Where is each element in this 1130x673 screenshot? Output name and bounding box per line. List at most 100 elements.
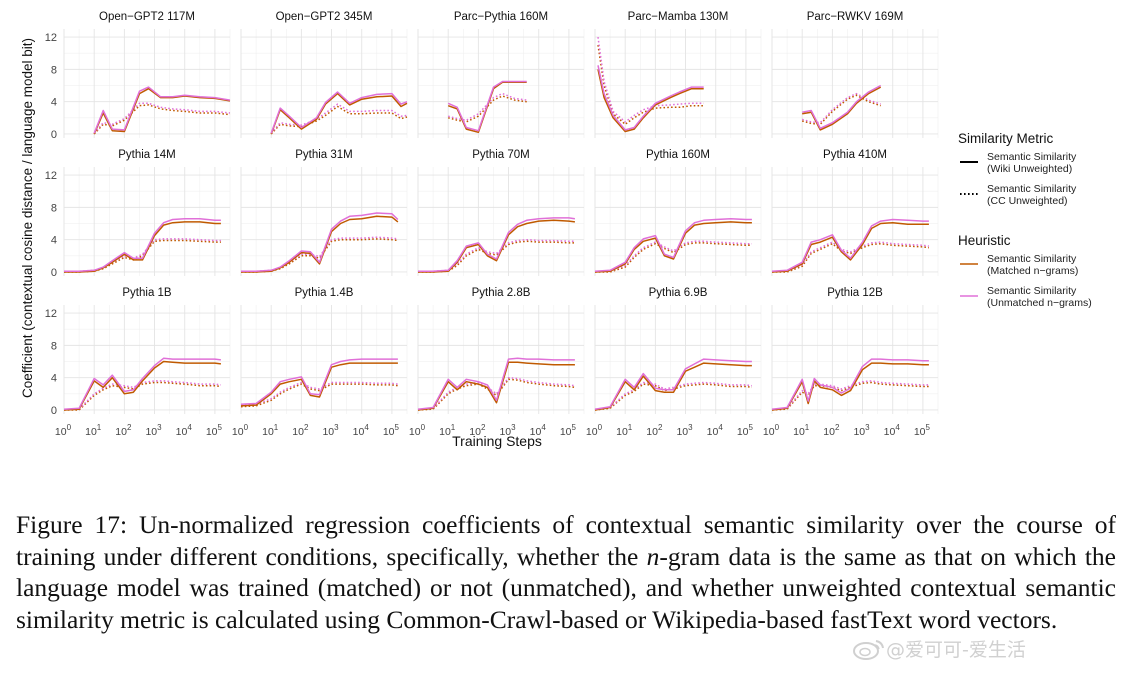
y-axis-label: Coefficient (contextual cosine distance …	[20, 38, 35, 398]
figure-caption: Figure 17: Un-normalized regression coef…	[16, 509, 1116, 635]
legend-label: Semantic Similarity	[987, 253, 1077, 265]
panel-title: Pythia 70M	[472, 149, 530, 161]
series-line-cc-matched	[240, 383, 398, 408]
x-tick-label: 104	[353, 423, 370, 438]
series-line-wiki-unmatched	[418, 217, 575, 272]
caption-text-after: -gram data is the same as that on which …	[16, 541, 1116, 634]
x-tick-label: 101	[793, 423, 810, 438]
series-line-wiki-matched	[270, 92, 408, 135]
panel-background	[418, 167, 584, 276]
x-tick-label: 101	[616, 423, 633, 438]
y-tick-label: 4	[51, 235, 57, 247]
caption-italic-n: n	[646, 541, 660, 571]
x-tick-label: 102	[823, 423, 840, 438]
series-line-cc-unmatched	[64, 380, 221, 410]
x-tick-label: 100	[409, 423, 426, 438]
panel-title: Pythia 14M	[118, 149, 176, 161]
x-tick-label: 102	[469, 423, 486, 438]
chart-figure: Open−GPT2 117M 0 4 8 12 Open−GPT2 345M Parc−Py…	[20, 11, 1092, 449]
series-line-wiki-matched	[594, 221, 752, 273]
series-line-wiki-matched	[63, 360, 221, 411]
series-line-wiki-matched	[241, 215, 399, 273]
x-tick-label: 105	[737, 423, 754, 438]
series-line-wiki-matched	[64, 221, 221, 273]
panel-background	[64, 167, 230, 276]
panel-background	[772, 167, 938, 276]
y-tick-label: 8	[51, 340, 57, 352]
x-tick-label: 104	[884, 423, 901, 438]
facet-panel: Pythia 70M	[417, 149, 585, 276]
series-line-wiki-unmatched	[417, 357, 575, 410]
series-line-wiki-matched	[771, 221, 929, 273]
panel-title: Parc−RWKV 169M	[807, 11, 904, 23]
series-line-cc-unmatched	[93, 102, 231, 134]
x-tick-label: 102	[646, 423, 663, 438]
series-line-cc-unmatched	[418, 238, 575, 272]
panel-title: Pythia 1B	[122, 287, 172, 299]
x-tick-label: 102	[115, 423, 132, 438]
series-line-wiki-matched	[802, 86, 882, 131]
x-axis-label: Training Steps	[452, 433, 542, 449]
series-line-wiki-matched	[417, 361, 575, 411]
x-tick-label: 103	[853, 423, 870, 438]
legend-title: Heuristic	[958, 233, 1011, 248]
x-tick-label: 103	[499, 423, 516, 438]
series-line-cc-unmatched	[594, 381, 752, 410]
legend-label: (Unmatched n−grams)	[987, 297, 1092, 309]
series-line-wiki-unmatched	[63, 357, 221, 410]
legend-label: Semantic Similarity	[987, 151, 1077, 163]
series-line-wiki-unmatched	[802, 84, 882, 130]
series-line-cc-unmatched	[801, 92, 881, 124]
x-tick-label: 104	[530, 423, 547, 438]
panel-title: Pythia 160M	[646, 149, 710, 161]
panel-title: Parc−Pythia 160M	[454, 11, 548, 23]
y-tick-label: 8	[51, 202, 57, 214]
x-tick-label: 104	[707, 423, 724, 438]
series-line-wiki-unmatched	[93, 86, 231, 134]
weibo-logo-icon	[853, 640, 884, 660]
x-tick-label: 103	[322, 423, 339, 438]
y-tick-label: 0	[51, 267, 57, 279]
facet-panel: Pythia 160M	[594, 149, 762, 276]
facet-panel: Open−GPT2 345M	[240, 11, 408, 138]
series-line-wiki-matched	[418, 219, 575, 273]
series-line-cc-matched	[270, 105, 408, 135]
panel-title: Pythia 12B	[827, 287, 883, 299]
series-line-wiki-unmatched	[64, 217, 221, 272]
legend-label: (Matched n−grams)	[987, 265, 1078, 277]
facet-panel: Parc−Pythia 160M	[417, 11, 585, 138]
panel-background	[595, 29, 761, 138]
x-tick-label: 101	[85, 423, 102, 438]
series-line-wiki-matched	[93, 87, 231, 135]
y-tick-label: 12	[45, 308, 57, 320]
series-line-wiki-unmatched	[241, 212, 399, 272]
series-line-cc-matched	[771, 381, 929, 411]
y-tick-label: 4	[51, 97, 57, 109]
facet-panel: Parc−RWKV 169M	[771, 11, 939, 138]
panel-title: Pythia 1.4B	[295, 287, 354, 299]
series-line-cc-matched	[597, 44, 704, 126]
series-line-cc-unmatched	[595, 240, 752, 272]
x-tick-label: 105	[383, 423, 400, 438]
panel-title: Open−GPT2 345M	[276, 11, 373, 23]
panel-title: Parc−Mamba 130M	[628, 11, 729, 23]
series-line-wiki-unmatched	[771, 358, 929, 410]
facet-panel: Pythia 1B 0 4 8 12 100 101 102 103 104 105	[45, 287, 231, 438]
facet-panel: Pythia 14M 0 4 8 12	[45, 149, 231, 279]
panel-background	[241, 167, 407, 276]
x-tick-label: 102	[292, 423, 309, 438]
legend-label: (CC Unweighted)	[987, 195, 1068, 207]
x-tick-label: 103	[676, 423, 693, 438]
watermark-text: @爱可可-爱生活	[886, 639, 1026, 661]
x-tick-label: 100	[763, 423, 780, 438]
facet-panel: Open−GPT2 117M 0 4 8 12	[45, 11, 231, 141]
facet-chart: Open−GPT2 117M 0 4 8 12 Open−GPT2 345M Parc−Py…	[20, 11, 1092, 449]
y-tick-label: 4	[51, 373, 57, 385]
series-line-cc-unmatched	[270, 103, 408, 134]
series-line-cc-unmatched	[448, 92, 527, 121]
facet-panel: Pythia 410M	[771, 149, 939, 276]
x-tick-label: 105	[206, 423, 223, 438]
series-line-wiki-unmatched	[597, 65, 704, 131]
panels-layer: Open−GPT2 117M 0 4 8 12 Open−GPT2 345M Parc−Py…	[45, 11, 939, 438]
